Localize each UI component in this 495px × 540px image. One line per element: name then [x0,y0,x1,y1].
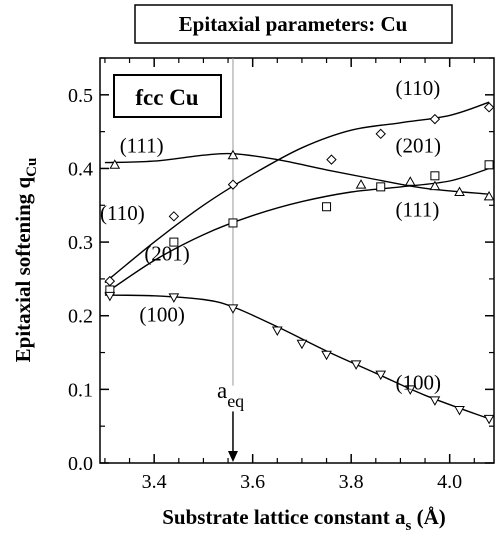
data-point [350,360,362,370]
equilibrium-label: aeq [217,378,244,411]
axis-tick-labels: 3.4 3.6 3.8 4.0 0.0 0.1 0.2 0.3 0.4 0.5 [68,85,462,493]
chart-title-frame [134,4,453,44]
data-point [271,326,283,336]
data-point [168,293,180,303]
equilibrium-label-main: a [217,378,227,403]
data-point [227,149,239,160]
data-point [430,171,440,181]
data-point [322,202,332,212]
series-label: (201) [396,133,442,157]
data-point [296,339,308,350]
inset-label-frame [113,74,222,118]
x-axis-label-unit: (Å) [411,505,445,529]
series-label: (110) [396,76,441,100]
y-tick-label: 0.5 [68,85,93,107]
data-point [227,304,239,314]
data-point [326,154,337,165]
x-axis-label-sub: s [405,518,411,534]
data-point [104,291,116,302]
data-point [454,405,465,416]
data-point [227,179,239,190]
inset-label: fcc Cu [135,85,198,110]
data-point [483,190,495,201]
data-point [169,237,179,247]
data-point [228,218,238,228]
data-point [404,176,416,186]
y-tick-label: 0.1 [68,379,93,401]
data-point [483,414,495,425]
y-axis-label-sub: Cu [24,158,40,177]
data-point [484,160,494,170]
data-point [375,370,387,381]
axis-ticks [100,57,494,464]
data-point [355,179,367,189]
data-point [109,159,121,169]
data-point [104,275,116,287]
series-label: (111) [120,133,164,157]
data-point [375,128,386,140]
series-label: (201) [144,242,190,266]
data-point [321,350,332,361]
series-label: (110) [100,201,145,225]
data-point [429,180,441,191]
x-tick-label: 4.0 [437,471,462,493]
x-tick-label: 3.6 [240,471,265,493]
data-point [376,182,386,192]
data-point [404,385,416,395]
y-axis-label: Epitaxial softening qCu [11,158,40,363]
y-tick-label: 0.4 [68,158,93,180]
x-axis-label: Substrate lattice constant as (Å) [162,505,445,534]
x-axis-label-main: Substrate lattice constant a [162,505,406,529]
y-tick-label: 0.0 [68,453,93,475]
series-label: (111) [396,197,440,221]
data-markers [104,102,495,425]
data-point [483,102,495,113]
y-tick-label: 0.3 [68,232,93,254]
plot-frame [99,57,495,464]
chart-title-box: Epitaxial parameters: Cu [134,4,453,44]
data-point [168,211,180,222]
y-tick-label: 0.2 [68,306,93,328]
data-point [429,113,441,125]
equilibrium-arrow-head [227,451,238,462]
equilibrium-marker: aeq [217,58,244,462]
x-tick-label: 3.8 [339,471,364,493]
series-label: (100) [139,303,185,327]
y-axis-label-main: Epitaxial softening q [11,177,35,363]
inset-label-box: fcc Cu [113,74,222,118]
series-label: (100) [396,370,442,394]
chart-title: Epitaxial parameters: Cu [179,12,408,36]
series-labels: (111) (110) (201) (100) (110) (201) (111) (100) [100,76,441,395]
x-tick-label: 3.4 [142,471,167,493]
equilibrium-label-sub: eq [227,391,244,411]
data-point [454,186,465,197]
data-point [429,396,441,406]
